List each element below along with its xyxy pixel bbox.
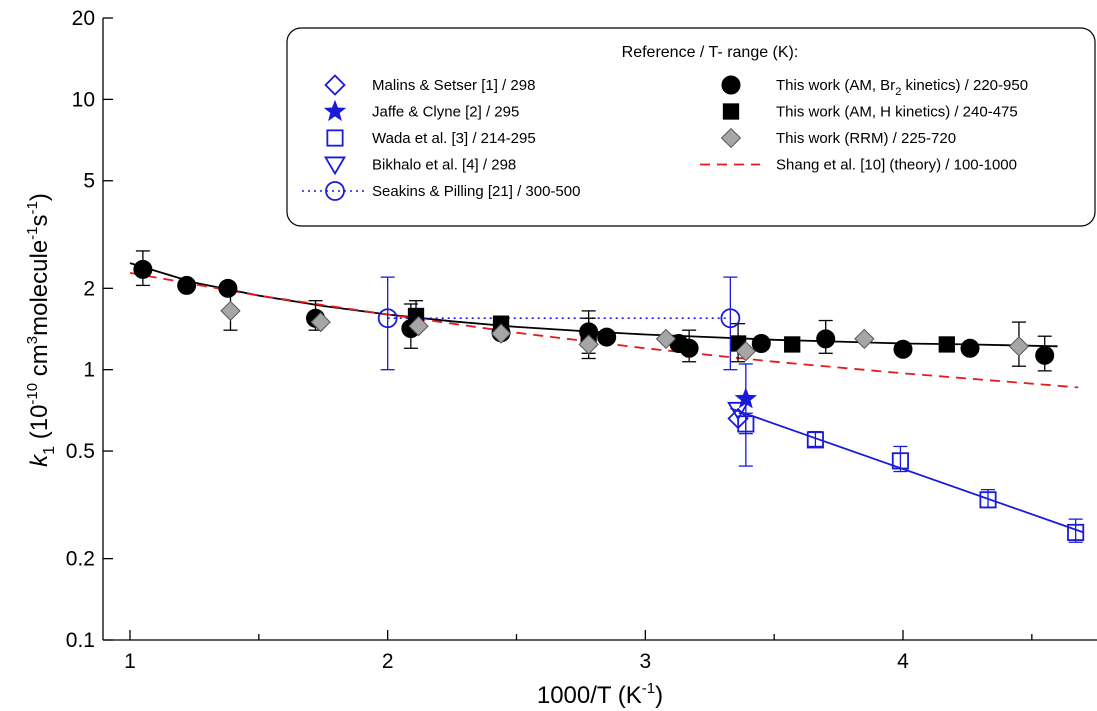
point-am_br2 (133, 259, 153, 279)
legend-label-am_br2: This work (AM, Br2 kinetics) / 220-950 (776, 77, 1028, 98)
point-rrm (735, 341, 756, 362)
point-am_br2 (751, 333, 771, 353)
point-am_br2 (960, 338, 980, 358)
point-seakins (377, 308, 398, 329)
y-tick-label: 0.1 (66, 629, 95, 652)
x-axis-title: 1000/T (K-1) (537, 680, 663, 709)
point-am_br2 (177, 275, 197, 295)
legend-box (286, 27, 1096, 227)
legend-label-jaffe: Jaffe & Clyne [2] / 295 (372, 104, 519, 121)
axes: 0.1 0.2 0.5 1 2 5 10 20 1 2 3 4 (66, 7, 1097, 673)
legend-label-am_h: This work (AM, H kinetics) / 240-475 (776, 104, 1018, 121)
legend-label-malins: Malins & Setser [1] / 298 (372, 77, 535, 94)
x-tick-label: 3 (639, 650, 651, 673)
point-rrm (408, 315, 429, 337)
legend-label-shang: Shang et al. [10] (theory) / 100-1000 (776, 157, 1017, 174)
point-am_br2 (597, 327, 617, 347)
legend-label-part: kinetics) / 220-950 (901, 77, 1028, 94)
legend-title: Reference / T- range (K): (622, 44, 799, 61)
y-tick-label: 2 (83, 277, 95, 300)
point-wada (979, 491, 997, 509)
x-tick-label: 2 (382, 650, 394, 673)
fit-lines (129, 262, 1084, 534)
y-tick-label: 0.5 (66, 440, 95, 463)
y-tick-label: 0.2 (66, 548, 95, 571)
y-axis-title: k1 (10-10 cm3molecule-1s-1) (24, 193, 58, 467)
legend-marker-am_h (722, 103, 740, 120)
point-am_br2 (893, 339, 913, 359)
y-tick-label: 5 (83, 170, 95, 193)
legend-label-sub: 2 (895, 86, 901, 98)
legend-marker-seakins (325, 181, 345, 201)
point-rrm (310, 311, 331, 333)
point-rrm (1008, 336, 1030, 357)
line-wada_fit (730, 407, 1084, 534)
point-wada (737, 415, 755, 433)
x-tick-label: 1 (124, 650, 136, 673)
legend-marker-rrm (720, 127, 742, 149)
point-am_br2 (679, 338, 699, 358)
legend-label-part: This work (AM, Br (776, 77, 895, 94)
legend-label-seakins: Seakins & Pilling [21] / 300-500 (372, 183, 580, 200)
legend-marker-jaffe (323, 99, 347, 122)
y-ticks: 0.1 0.2 0.5 1 2 5 10 20 (66, 7, 113, 652)
point-seakins (720, 308, 741, 329)
legend-marker-wada (326, 129, 344, 147)
legend: Reference / T- range (K): Malins & Setse… (286, 27, 1096, 227)
x-tick-label: 4 (897, 650, 909, 673)
point-am_h (938, 336, 955, 353)
y-tick-label: 20 (72, 7, 95, 30)
data-points (133, 250, 1085, 543)
point-wada (806, 431, 824, 449)
point-am_h (784, 336, 801, 353)
legend-label-wada: Wada et al. [3] / 214-295 (372, 130, 536, 147)
point-wada (1067, 523, 1085, 541)
point-wada (891, 452, 909, 470)
y-tick-label: 10 (72, 88, 95, 111)
point-rrm (220, 300, 241, 322)
point-bikhalo (727, 401, 750, 421)
legend-label-bikhalo: Bikhalo et al. [4] / 298 (372, 157, 516, 174)
legend-marker-bikhalo (323, 156, 347, 176)
legend-marker-malins (324, 74, 346, 96)
point-rrm (854, 328, 875, 350)
legend-left-column: Malins & Setser [1] / 298 Jaffe & Clyne [… (302, 74, 580, 201)
legend-marker-am_br2 (721, 75, 741, 95)
legend-label-rrm: This work (RRM) / 225-720 (776, 130, 956, 147)
x-ticks: 1 2 3 4 (124, 630, 1033, 673)
point-am_br2 (816, 329, 836, 349)
point-am_br2 (218, 278, 238, 298)
point-rrm (578, 334, 599, 355)
point-am_br2 (1035, 345, 1055, 365)
point-rrm (655, 328, 677, 350)
point-rrm (490, 323, 512, 344)
legend-right-column: This work (AM, Br2 kinetics) / 220-950Th… (700, 75, 1028, 174)
y-tick-label: 1 (83, 359, 95, 382)
